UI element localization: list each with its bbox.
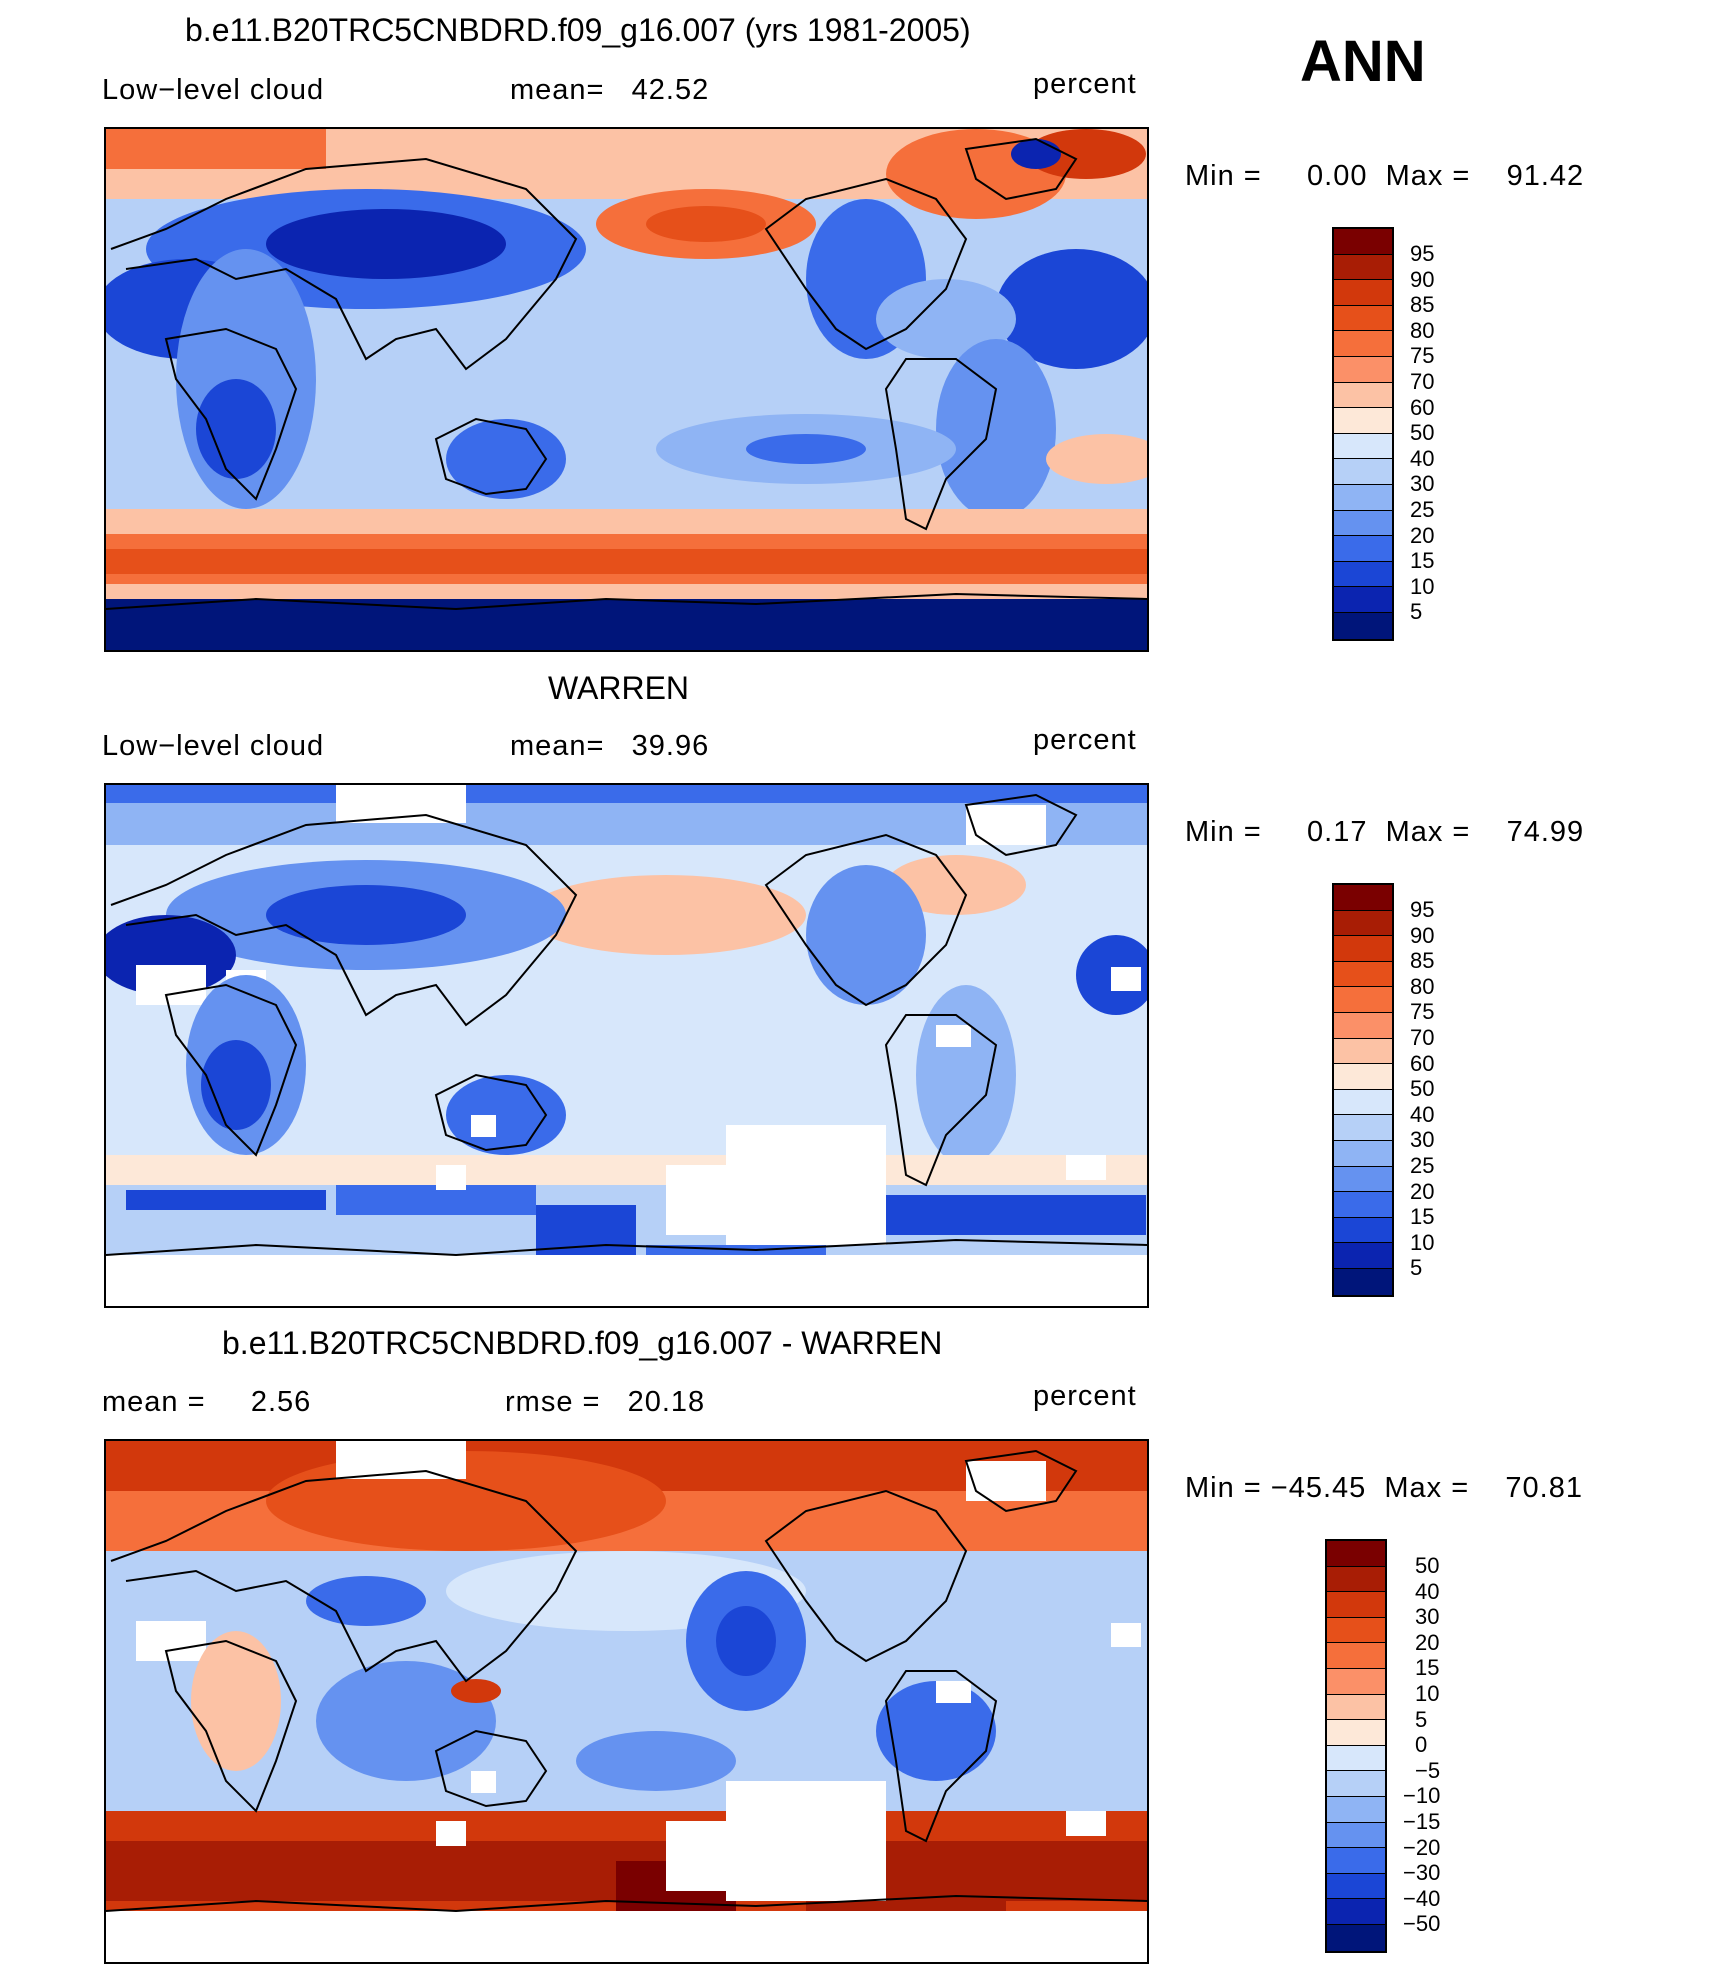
- cbar-label: 75: [1410, 343, 1435, 368]
- cbar-label: −30: [1403, 1860, 1441, 1885]
- cbar-label: −10: [1403, 1783, 1441, 1808]
- cbar-label: 0: [1415, 1732, 1428, 1757]
- cbar-label: 95: [1410, 241, 1435, 266]
- cbar-label: 20: [1415, 1630, 1440, 1655]
- cbar-label: 75: [1410, 999, 1435, 1024]
- panel-2-mean: mean= 39.96: [510, 730, 710, 762]
- panel-2-units: percent: [1033, 724, 1137, 756]
- cbar-label: 10: [1410, 574, 1435, 599]
- panel-3-units: percent: [1033, 1380, 1137, 1412]
- panel-2-title: WARREN: [548, 670, 690, 706]
- panel-1-left-label: Low−level cloud: [102, 74, 325, 106]
- panel-3-rmse: rmse = 20.18: [505, 1386, 706, 1418]
- cbar-label: 70: [1410, 369, 1435, 394]
- cbar-label: 60: [1410, 395, 1435, 420]
- panel-3-mean: mean = 2.56: [102, 1386, 312, 1418]
- cbar-label: 20: [1410, 1179, 1435, 1204]
- cbar-label: 85: [1410, 948, 1435, 973]
- panel-3-colorbar: [1325, 1539, 1387, 1953]
- cbar-label: 10: [1410, 1230, 1435, 1255]
- cbar-label: 15: [1410, 1204, 1435, 1229]
- cbar-label: 90: [1410, 923, 1435, 948]
- cbar-label: 25: [1410, 497, 1435, 522]
- cbar-label: 80: [1410, 318, 1435, 343]
- cbar-label: 30: [1410, 1127, 1435, 1152]
- panel-3-map: [104, 1439, 1149, 1964]
- cbar-label: 30: [1410, 471, 1435, 496]
- cbar-label: 50: [1415, 1553, 1440, 1578]
- cbar-label: 20: [1410, 523, 1435, 548]
- panel-1-title: b.e11.B20TRC5CNBDRD.f09_g16.007 (yrs 198…: [185, 12, 971, 48]
- cbar-label: 50: [1410, 1076, 1435, 1101]
- cbar-label: 5: [1415, 1707, 1428, 1732]
- panel-2-left-label: Low−level cloud: [102, 730, 325, 762]
- cbar-label: 5: [1410, 599, 1423, 624]
- panel-2-minmax: Min = 0.17 Max = 74.99: [1185, 816, 1585, 848]
- cbar-label: −50: [1403, 1911, 1441, 1936]
- panel-3-title: b.e11.B20TRC5CNBDRD.f09_g16.007 - WARREN: [222, 1325, 943, 1361]
- panel-3-minmax: Min = −45.45 Max = 70.81: [1185, 1472, 1583, 1504]
- cbar-label: 40: [1410, 446, 1435, 471]
- cbar-label: 30: [1415, 1604, 1440, 1629]
- cbar-label: 95: [1410, 897, 1435, 922]
- cbar-label: 5: [1410, 1255, 1423, 1280]
- cbar-label: −40: [1403, 1886, 1441, 1911]
- panel-1-units: percent: [1033, 68, 1137, 100]
- panel-2-map: [104, 783, 1149, 1308]
- season-label: ANN: [1300, 29, 1426, 94]
- cbar-label: −15: [1403, 1809, 1441, 1834]
- cbar-label: 15: [1410, 548, 1435, 573]
- cbar-label: 15: [1415, 1655, 1440, 1680]
- cbar-label: −5: [1415, 1758, 1441, 1783]
- panel-1-mean: mean= 42.52: [510, 74, 710, 106]
- cbar-label: −20: [1403, 1835, 1441, 1860]
- cbar-label: 50: [1410, 420, 1435, 445]
- cbar-label: 25: [1410, 1153, 1435, 1178]
- panel-1-colorbar: [1332, 227, 1394, 641]
- cbar-label: 40: [1410, 1102, 1435, 1127]
- cbar-label: 80: [1410, 974, 1435, 999]
- panel-1-map: [104, 127, 1149, 652]
- cbar-label: 10: [1415, 1681, 1440, 1706]
- cbar-label: 90: [1410, 267, 1435, 292]
- cbar-label: 40: [1415, 1579, 1440, 1604]
- cbar-label: 60: [1410, 1051, 1435, 1076]
- cbar-label: 85: [1410, 292, 1435, 317]
- panel-1-minmax: Min = 0.00 Max = 91.42: [1185, 160, 1585, 192]
- cbar-label: 70: [1410, 1025, 1435, 1050]
- panel-2-colorbar: [1332, 883, 1394, 1297]
